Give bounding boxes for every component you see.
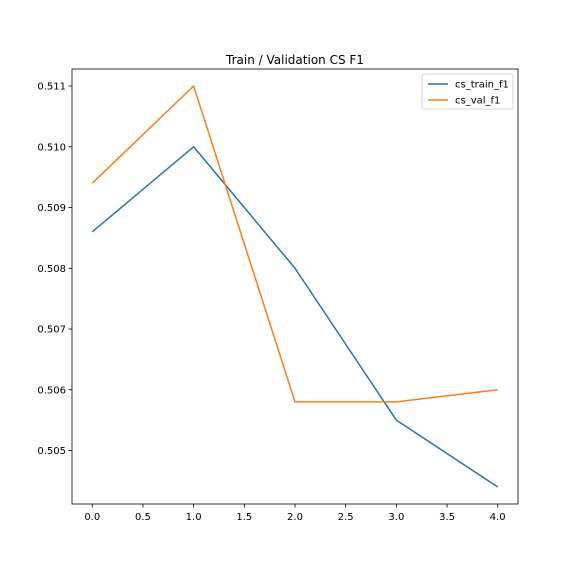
x-tick-label: 2.0 — [287, 512, 303, 523]
x-tick-label: 3.0 — [388, 512, 404, 523]
chart-title: Train / Validation CS F1 — [225, 53, 364, 67]
legend: cs_train_f1 cs_val_f1 — [421, 73, 514, 110]
x-tick-label: 0.5 — [135, 512, 151, 523]
y-axis: 0.505 0.506 0.507 0.508 0.509 0.510 0.511 — [37, 82, 72, 457]
y-tick-label: 0.509 — [37, 203, 66, 214]
y-tick-label: 0.506 — [37, 385, 66, 396]
y-tick-label: 0.507 — [37, 325, 66, 336]
x-axis: 0.0 0.5 1.0 1.5 2.0 2.5 3.0 3.5 4.0 — [84, 504, 506, 523]
y-tick-label: 0.511 — [37, 82, 66, 93]
x-tick-label: 1.5 — [236, 512, 252, 523]
y-tick-label: 0.510 — [37, 142, 66, 153]
legend-label: cs_val_f1 — [455, 96, 500, 107]
x-tick-label: 1.0 — [186, 512, 202, 523]
x-tick-label: 3.5 — [439, 512, 455, 523]
axes-frame — [71, 68, 519, 505]
x-tick-label: 2.5 — [338, 512, 354, 523]
legend-label: cs_train_f1 — [455, 80, 509, 91]
y-tick-label: 0.505 — [37, 446, 66, 457]
series-line-cs-val-f1 — [91, 85, 498, 403]
plot-lines — [91, 85, 499, 488]
series-line-cs-train-f1 — [91, 146, 499, 488]
x-tick-label: 4.0 — [490, 512, 506, 523]
x-tick-label: 0.0 — [84, 512, 100, 523]
y-tick-label: 0.508 — [37, 264, 66, 275]
